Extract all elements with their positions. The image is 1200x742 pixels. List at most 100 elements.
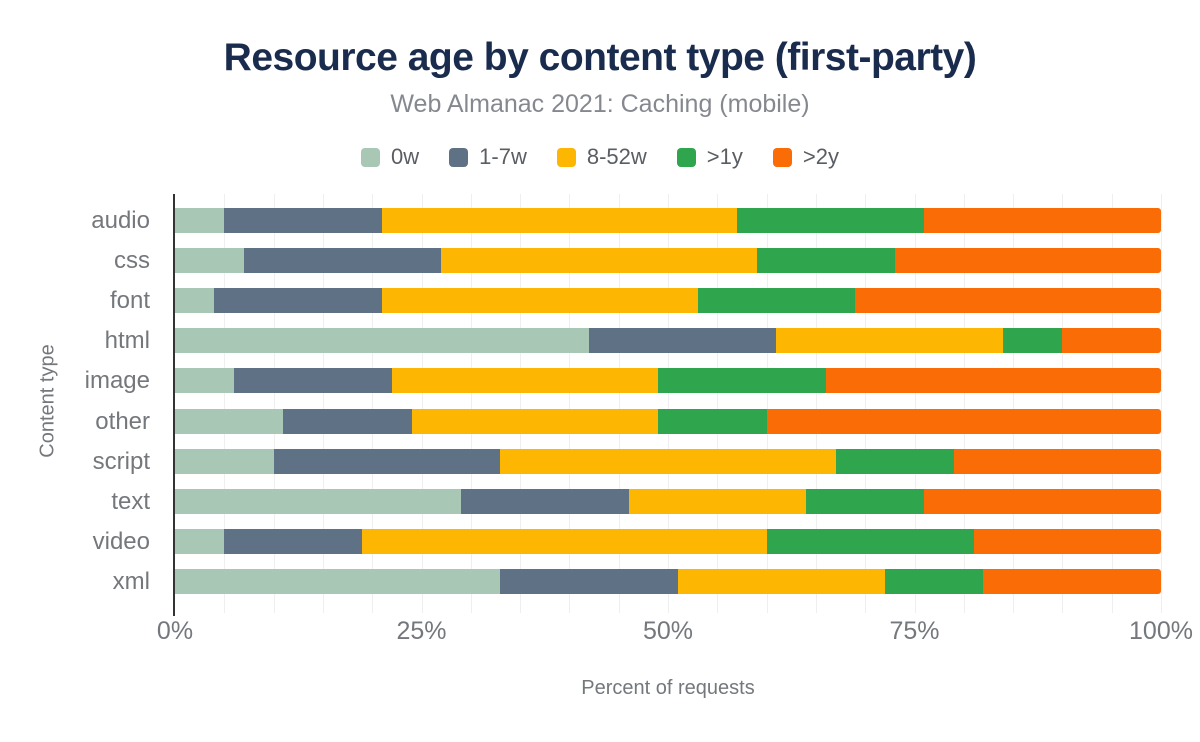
bar-row	[175, 448, 1161, 474]
bar-row	[175, 247, 1161, 273]
bar-segment	[737, 207, 925, 233]
bar-segment	[273, 448, 501, 474]
gridline	[865, 194, 867, 613]
bar-segment	[460, 488, 629, 514]
bar-row	[175, 207, 1161, 233]
gridline	[1013, 194, 1015, 613]
bar-segment	[628, 488, 807, 514]
bar-segment	[362, 529, 767, 555]
legend-label: 1-7w	[479, 144, 527, 169]
gridline	[1111, 194, 1113, 613]
bar-segment	[776, 328, 1004, 354]
gridline	[470, 194, 472, 613]
bar-row	[175, 488, 1161, 514]
y-axis-label: html	[104, 327, 150, 355]
y-axis-label: image	[84, 367, 150, 395]
gridline	[766, 194, 768, 613]
y-axis-line	[173, 194, 175, 616]
bar-segment	[825, 368, 1161, 394]
y-axis-label: other	[95, 407, 150, 435]
y-axis-labels: audio css font html image other script text vide…	[0, 200, 163, 602]
bar-segment	[391, 368, 659, 394]
y-axis-label: font	[109, 286, 150, 314]
bar-segment	[835, 448, 954, 474]
bar-segment	[983, 569, 1161, 595]
chart-subtitle: Web Almanac 2021: Caching (mobile)	[390, 90, 810, 118]
bar-segment	[766, 529, 974, 555]
bar-segment	[766, 408, 1161, 434]
bar-segment	[924, 488, 1161, 514]
bar-segment	[175, 247, 245, 273]
bar-segment	[1062, 328, 1161, 354]
chart-title: Resource age by content type (first-part…	[223, 36, 977, 79]
gridline	[1062, 194, 1064, 613]
bar-segment	[589, 328, 777, 354]
gridline	[668, 194, 669, 613]
bar-segment	[697, 287, 856, 313]
bar-segment	[224, 207, 383, 233]
x-axis-label: 75%	[889, 617, 940, 645]
gridline	[815, 194, 817, 613]
legend: 0w 1-7w 8-52w >1y >2y	[0, 144, 1200, 170]
x-axis-label: 100%	[1129, 617, 1193, 645]
legend-label: 8-52w	[586, 144, 647, 169]
bar-segment	[214, 287, 383, 313]
bar-segment	[175, 328, 590, 354]
bar-segment	[756, 247, 895, 273]
bar-segment	[441, 247, 757, 273]
gridline	[322, 194, 324, 613]
bar-segment	[806, 488, 925, 514]
gridline	[717, 194, 719, 613]
bar-segment	[500, 448, 836, 474]
bar-segment	[382, 207, 737, 233]
bar-row	[175, 529, 1161, 555]
bar-segment	[411, 408, 659, 434]
bar-segment	[1003, 328, 1063, 354]
legend-item: >1y	[676, 144, 743, 170]
x-axis-label: 0%	[156, 617, 194, 645]
gridline	[1161, 194, 1162, 613]
bar-segment	[953, 448, 1161, 474]
bar-segment	[658, 408, 767, 434]
bar-segment	[500, 569, 678, 595]
bar-segment	[973, 529, 1161, 555]
bar-segment	[175, 529, 225, 555]
x-axis-label: 25%	[396, 617, 447, 645]
bar-segment	[175, 287, 215, 313]
gridline	[273, 194, 275, 613]
y-axis-label: css	[114, 246, 150, 274]
legend-label: >2y	[802, 144, 839, 169]
gridline	[520, 194, 522, 613]
legend-swatch-icon	[676, 147, 696, 167]
bar-row	[175, 408, 1161, 434]
bar-segment	[677, 569, 885, 595]
bar-row	[175, 368, 1161, 394]
bar-row	[175, 569, 1161, 595]
bar-segment	[658, 368, 826, 394]
bar-segment	[244, 247, 442, 273]
bar-rows	[175, 200, 1161, 602]
bar-segment	[924, 207, 1161, 233]
bar-segment	[175, 569, 501, 595]
bar-segment	[234, 368, 392, 394]
bar-segment	[224, 529, 363, 555]
legend-swatch-icon	[772, 147, 792, 167]
legend-item: >2y	[772, 144, 839, 170]
legend-item: 1-7w	[449, 144, 527, 170]
y-axis-title: Content type	[36, 344, 59, 458]
gridline	[569, 194, 571, 613]
y-axis-label: video	[92, 528, 150, 556]
legend-item: 8-52w	[556, 144, 647, 170]
gridline	[421, 194, 423, 613]
legend-swatch-icon	[556, 147, 576, 167]
bar-segment	[175, 207, 225, 233]
gridline	[224, 194, 226, 613]
bar-segment	[175, 368, 235, 394]
y-axis-label: audio	[91, 206, 150, 234]
bar-segment	[283, 408, 412, 434]
y-axis-label: text	[111, 487, 150, 515]
bar-segment	[175, 488, 461, 514]
bar-segment	[382, 287, 698, 313]
gridline	[372, 194, 374, 613]
